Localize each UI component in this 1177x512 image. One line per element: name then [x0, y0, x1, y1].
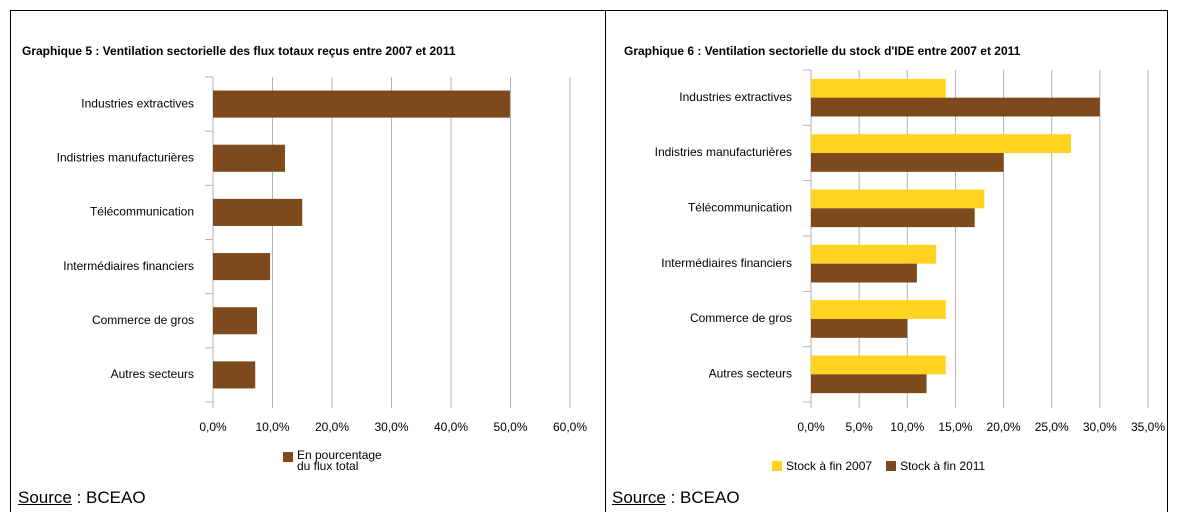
frame — [10, 10, 1168, 512]
legend-label: Stock à fin 2011 — [900, 459, 986, 473]
source-text: : BCEAO — [665, 488, 740, 507]
chart-title: Graphique 5 : Ventilation sectorielle de… — [22, 44, 456, 58]
bar — [811, 134, 1071, 153]
legend-entry: Stock à fin 2011 — [886, 459, 985, 473]
y-tick-label: Télécommunication — [90, 205, 194, 219]
x-tick-label: 10,0% — [255, 420, 289, 434]
y-tick-label: Intermédiaires financiers — [63, 259, 194, 273]
chart-title: Graphique 6 : Ventilation sectorielle du… — [624, 44, 1021, 58]
legend-label: En pourcentage du flux total — [297, 448, 382, 473]
source: Source : BCEAO — [612, 488, 740, 508]
bar — [811, 153, 1004, 172]
bar — [213, 253, 271, 281]
legend-label: Stock à fin 2007 — [786, 459, 873, 473]
x-tick-label: 5,0% — [845, 420, 873, 434]
x-tick-label: 50,0% — [493, 420, 527, 434]
legend-swatch — [772, 461, 782, 471]
bar — [811, 355, 946, 375]
y-tick-label: Commerce de gros — [690, 311, 792, 325]
legend-entry: En pourcentage du flux total — [283, 448, 392, 473]
bar — [811, 208, 975, 228]
legend-swatch — [886, 461, 897, 471]
y-tick-label: Industries extractives — [81, 96, 194, 110]
source: Source : BCEAO — [18, 488, 146, 508]
bar — [213, 307, 258, 335]
bar — [811, 374, 927, 394]
y-tick-label: Indistries manufacturières — [57, 150, 194, 164]
x-tick-label: 40,0% — [434, 420, 468, 434]
bar — [811, 244, 937, 264]
legend-swatch — [283, 452, 293, 462]
x-tick-label: 35,0% — [1131, 420, 1165, 434]
bar — [811, 189, 985, 209]
x-tick-label: 30,0% — [1083, 420, 1117, 434]
bar — [811, 300, 946, 319]
y-tick-label: Autres secteurs — [709, 367, 792, 381]
legend: En pourcentage du flux total — [283, 448, 392, 473]
bar — [213, 361, 256, 389]
x-tick-label: 10,0% — [890, 420, 924, 434]
x-tick-label: 20,0% — [987, 420, 1021, 434]
bar — [811, 78, 946, 98]
source-text: : BCEAO — [71, 488, 146, 507]
legend-entry: Stock à fin 2007 — [772, 459, 872, 473]
source-label: Source — [612, 488, 666, 507]
y-tick-label: Télécommunication — [688, 201, 792, 215]
x-tick-label: 15,0% — [938, 420, 972, 434]
bar — [811, 97, 1100, 117]
bar — [811, 263, 917, 283]
y-tick-label: Industries extractives — [679, 90, 792, 104]
x-tick-label: 30,0% — [374, 420, 408, 434]
y-tick-label: Commerce de gros — [92, 313, 194, 327]
bar — [213, 144, 285, 172]
bar — [213, 90, 510, 118]
y-tick-label: Intermédiaires financiers — [661, 256, 792, 270]
x-tick-label: 0,0% — [797, 420, 825, 434]
x-tick-label: 20,0% — [315, 420, 349, 434]
bar — [811, 319, 908, 338]
bar — [213, 198, 303, 226]
x-tick-label: 0,0% — [199, 420, 227, 434]
x-tick-label: 25,0% — [1035, 420, 1069, 434]
x-tick-label: 60,0% — [553, 420, 587, 434]
y-tick-label: Indistries manufacturières — [655, 145, 792, 159]
legend: Stock à fin 2007 Stock à fin 2011 — [772, 459, 985, 473]
y-tick-label: Autres secteurs — [111, 367, 194, 381]
source-label: Source — [18, 488, 72, 507]
